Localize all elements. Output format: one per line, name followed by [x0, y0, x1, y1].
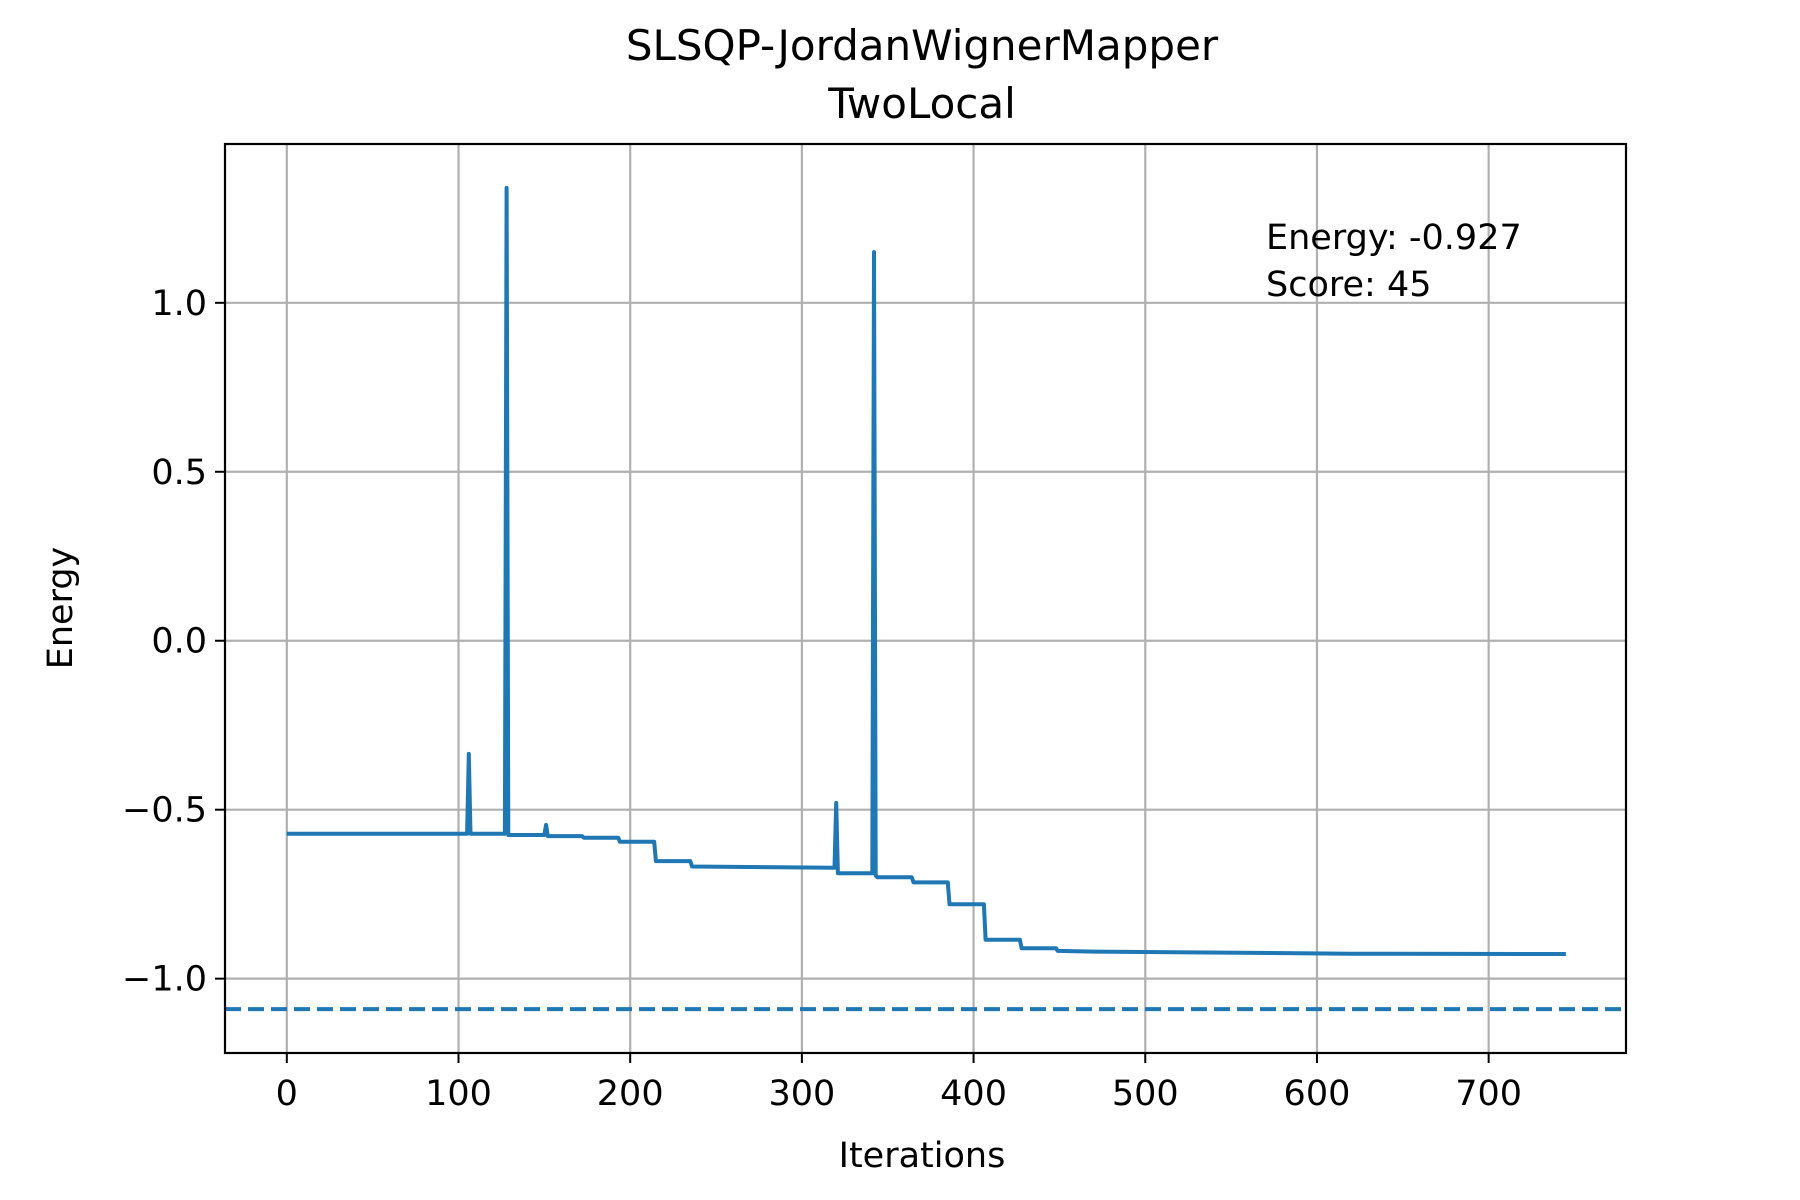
- grid-lines: [225, 144, 1626, 1053]
- y-tick-label: 0.5: [151, 453, 207, 493]
- plot-frame: [223, 142, 1628, 1055]
- axis-ticks: 0 100 200 300 400 500 600 700 −1.0 −0.5 0.0 0.5 1.0: [122, 284, 1522, 1114]
- energy-series-line: [286, 185, 1566, 956]
- energy-annotation: Energy: -0.927: [1266, 218, 1522, 258]
- x-tick-label: 400: [940, 1074, 1007, 1114]
- y-axis-label: Energy: [41, 547, 81, 670]
- x-tick-label: 0: [276, 1074, 298, 1114]
- x-tick-label: 100: [425, 1074, 492, 1114]
- x-tick-label: 500: [1112, 1074, 1179, 1114]
- y-tick-label: −1.0: [122, 960, 207, 1000]
- x-tick-label: 200: [597, 1074, 664, 1114]
- y-tick-label: −0.5: [122, 791, 207, 831]
- x-tick-label: 300: [768, 1074, 835, 1114]
- x-tick-label: 600: [1284, 1074, 1351, 1114]
- x-tick-label: 700: [1455, 1074, 1522, 1114]
- series-layer: [225, 185, 1626, 1012]
- chart-title: SLSQP-JordanWignerMapper: [626, 21, 1219, 70]
- score-annotation: Score: 45: [1266, 265, 1431, 305]
- chart-subtitle: TwoLocal: [827, 79, 1016, 128]
- y-tick-label: 1.0: [151, 284, 207, 324]
- x-axis-label: Iterations: [839, 1136, 1006, 1176]
- y-tick-label: 0.0: [151, 622, 207, 662]
